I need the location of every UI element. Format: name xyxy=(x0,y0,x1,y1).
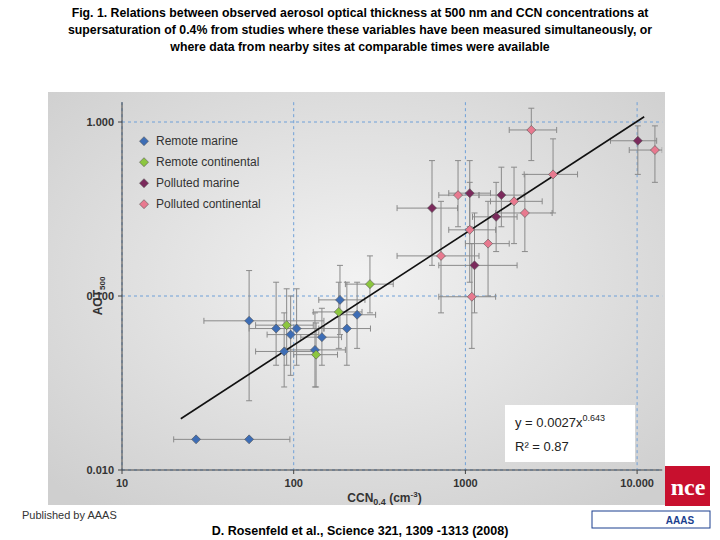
x-tick-label: 10 xyxy=(116,477,128,489)
data-point xyxy=(465,225,474,234)
grid-line xyxy=(122,296,662,297)
published-note: Published by AAAS xyxy=(22,509,117,521)
data-point xyxy=(650,146,659,155)
annotation: y = 0.0027x0.643 xyxy=(515,413,605,430)
data-point xyxy=(312,350,321,359)
legend-marker xyxy=(140,137,149,146)
x-tick-label: 1000 xyxy=(453,477,477,489)
slide-title: Fig. 1. Relations between observed aeros… xyxy=(72,6,649,20)
grid-line xyxy=(293,102,294,470)
data-point xyxy=(245,316,254,325)
x-tick-label: 10.000 xyxy=(620,477,654,489)
x-tick xyxy=(465,470,466,474)
chart-panel xyxy=(48,92,665,505)
label-subscript: 0.4 xyxy=(373,497,386,507)
label-subscript: 500 xyxy=(98,276,107,290)
data-point xyxy=(527,125,536,134)
legend-marker xyxy=(140,200,149,209)
x-tick-label: 100 xyxy=(285,477,303,489)
data-point xyxy=(282,321,291,330)
legend-label: Polluted continental xyxy=(156,197,261,211)
legend-marker xyxy=(140,179,149,188)
citation: D. Rosenfeld et al., Science 321, 1309 -… xyxy=(212,524,509,538)
data-point xyxy=(292,324,301,333)
data-point xyxy=(497,191,506,200)
x-error-bar xyxy=(204,318,324,324)
annotation-superscript: 0.643 xyxy=(583,413,606,423)
legend-marker xyxy=(140,158,149,167)
data-point xyxy=(549,170,558,179)
x-tick xyxy=(293,470,294,474)
x-axis-label: CCN0.4 (cm-3) xyxy=(347,490,421,507)
grid-line xyxy=(465,102,466,470)
label-part: CCN xyxy=(347,491,373,505)
slide-title: where data from nearby sites at comparab… xyxy=(169,40,549,54)
data-point xyxy=(365,280,374,289)
y-tick xyxy=(118,470,122,471)
data-point xyxy=(467,292,476,301)
legend-label: Remote continental xyxy=(156,155,259,169)
data-point xyxy=(484,239,493,248)
label-part: ) xyxy=(418,491,422,505)
data-point xyxy=(437,251,446,260)
data-point xyxy=(334,307,343,316)
logo-frame xyxy=(592,511,710,528)
y-tick xyxy=(118,296,122,297)
data-point xyxy=(245,435,254,444)
annotation-part: y = 0.0027x xyxy=(515,415,583,430)
y-error-bar xyxy=(246,271,252,401)
legend-label: Polluted marine xyxy=(156,176,240,190)
grid-line xyxy=(122,122,662,123)
data-point xyxy=(317,333,326,342)
data-point xyxy=(280,347,289,356)
data-point xyxy=(465,189,474,198)
data-point xyxy=(428,204,437,213)
grid-line xyxy=(122,470,662,471)
data-point xyxy=(353,310,362,319)
data-point xyxy=(335,295,344,304)
data-point xyxy=(510,197,519,206)
logo-text: nce xyxy=(671,474,706,500)
data-point xyxy=(342,324,351,333)
y-tick-label: 1.000 xyxy=(86,116,114,128)
logo-box xyxy=(665,466,710,506)
data-point xyxy=(192,435,201,444)
y-tick xyxy=(118,122,122,123)
x-error-bar xyxy=(174,436,290,442)
label-part: (cm xyxy=(386,491,411,505)
x-tick xyxy=(122,470,123,474)
annotation: R² = 0.87 xyxy=(515,439,569,454)
label-part: AOT xyxy=(91,289,105,315)
data-point xyxy=(272,324,281,333)
y-axis-label: AOT500 xyxy=(91,276,107,315)
y-axis xyxy=(122,102,123,470)
annotation-box xyxy=(505,405,635,462)
x-tick xyxy=(637,470,638,474)
grid-line xyxy=(122,102,123,470)
slide: Fig. 1. Relations between observed aeros… xyxy=(0,0,720,540)
data-point xyxy=(492,212,501,221)
x-axis xyxy=(122,470,662,471)
logo-subtext: AAAS xyxy=(666,515,695,526)
slide-title: supersaturation of 0.4% from studies whe… xyxy=(68,23,652,37)
data-point xyxy=(520,208,529,217)
data-point xyxy=(470,261,479,270)
data-point xyxy=(633,136,642,145)
legend-label: Remote marine xyxy=(156,134,238,148)
y-error-bar xyxy=(485,201,491,296)
data-point xyxy=(286,330,295,339)
data-point xyxy=(454,191,463,200)
y-tick-label: 0.010 xyxy=(86,464,114,476)
